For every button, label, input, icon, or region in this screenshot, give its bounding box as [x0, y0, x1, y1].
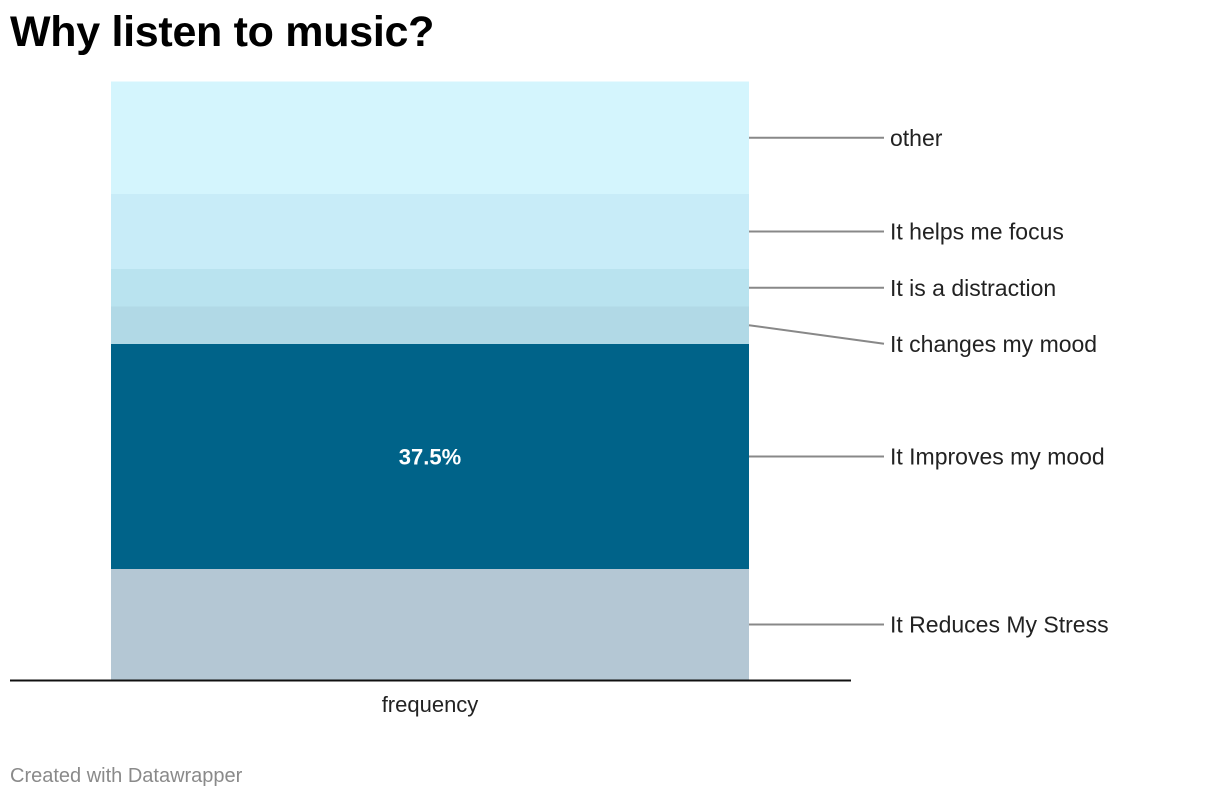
bar-segment-it-reduces-my-stress	[111, 569, 749, 680]
legend-label-it-improves-my-mood: It Improves my mood	[890, 444, 1105, 470]
bar-segment-it-changes-my-mood	[111, 306, 749, 344]
bar-segment-it-helps-me-focus	[111, 194, 749, 269]
legend-label-it-changes-my-mood: It changes my mood	[890, 331, 1097, 357]
legend-label-it-reduces-my-stress: It Reduces My Stress	[890, 612, 1109, 638]
bar-segment-it-improves-my-mood	[111, 344, 749, 569]
credit-footer: Created with Datawrapper	[10, 765, 243, 787]
x-tick-label-frequency: frequency	[382, 692, 479, 717]
bar-segment-other	[111, 81, 749, 194]
stacked-bar-chart: 37.5% It Reduces My Stress It Improves my …	[10, 81, 1109, 717]
legend-label-it-helps-me-focus: It helps me focus	[890, 219, 1064, 245]
data-label-it-improves-my-mood: 37.5%	[399, 445, 461, 470]
connector-line-it-changes-my-mood	[748, 324, 885, 345]
chart-title: Why listen to music?	[10, 8, 435, 56]
bar-segment-it-is-a-distraction	[111, 269, 749, 307]
legend-label-other: other	[890, 125, 943, 151]
legend-label-it-is-a-distraction: It is a distraction	[890, 275, 1056, 301]
